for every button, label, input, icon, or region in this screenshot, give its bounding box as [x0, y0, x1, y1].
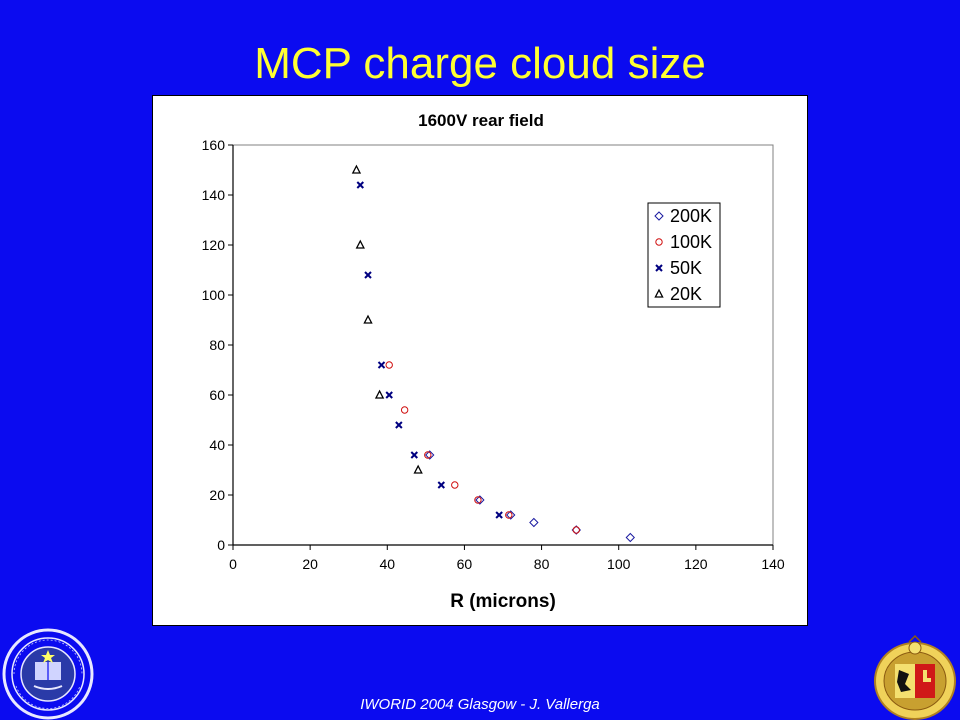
geneva-university-seal-icon	[874, 634, 956, 720]
data-point-50K	[495, 511, 503, 519]
legend-marker-200K	[654, 211, 664, 221]
y-tick-label: 0	[217, 537, 225, 553]
data-point-100K	[474, 496, 482, 504]
legend: 200K 100K 50K 20K	[647, 202, 721, 308]
data-point-100K	[505, 511, 513, 519]
x-tick-label: 80	[534, 556, 550, 572]
uc-berkeley-seal-icon	[2, 628, 94, 720]
legend-marker-100K	[655, 238, 663, 246]
data-point-100K	[400, 406, 409, 414]
y-tick-label: 60	[209, 387, 225, 403]
y-tick-label: 140	[202, 187, 226, 203]
chart-panel: 1600V rear field 0 20 40 60 80 100 120 140 160 0 2…	[152, 95, 808, 626]
y-tick-label: 40	[209, 437, 225, 453]
legend-label-20K: 20K	[670, 284, 702, 304]
data-point-200K	[425, 450, 435, 460]
data-point-200K	[506, 510, 516, 520]
data-point-200K	[625, 532, 635, 543]
scatter-chart: 1600V rear field 0 20 40 60 80 100 120 140 160 0 2…	[202, 111, 785, 612]
data-point-50K	[395, 421, 403, 429]
y-tick-label: 80	[209, 337, 225, 353]
data-point-50K	[437, 481, 445, 489]
x-axis-label: R (microns)	[450, 591, 556, 612]
data-point-20K	[413, 464, 423, 474]
data-point-200K	[529, 517, 539, 528]
x-tick-label: 100	[607, 556, 631, 572]
x-tick-label: 40	[379, 556, 395, 572]
chart-title: 1600V rear field	[418, 111, 544, 130]
x-tick-label: 60	[457, 556, 473, 572]
axes: 0 20 40 60 80 100 120 140 160 0 20 40 60 80 100 120 140	[202, 137, 785, 572]
y-tick-label: 20	[209, 487, 225, 503]
data-point-20K	[363, 314, 373, 324]
y-tick-label: 120	[202, 237, 226, 253]
data-point-50K	[377, 361, 386, 369]
data-point-50K	[356, 181, 364, 189]
x-tick-label: 20	[302, 556, 318, 572]
data-point-20K	[351, 164, 362, 174]
legend-box	[647, 202, 721, 308]
x-tick-label: 0	[229, 556, 237, 572]
data-point-50K	[410, 451, 418, 459]
data-point-200K	[475, 495, 485, 505]
legend-label-200K: 200K	[670, 206, 712, 226]
y-tick-label: 160	[202, 137, 226, 153]
x-tick-label: 140	[761, 556, 785, 572]
data-point-100K	[385, 361, 393, 369]
legend-marker-50K	[655, 264, 663, 272]
legend-marker-20K	[654, 288, 664, 298]
y-tick-label: 100	[202, 287, 226, 303]
slide-title: MCP charge cloud size	[254, 39, 706, 88]
x-tick-label: 120	[684, 556, 708, 572]
data-point-100K	[451, 481, 459, 489]
data-point-50K	[385, 391, 393, 399]
data-points	[351, 164, 635, 543]
data-point-20K	[374, 389, 385, 399]
data-point-50K	[364, 271, 372, 279]
legend-label-100K: 100K	[670, 232, 712, 252]
data-point-100K	[572, 526, 580, 534]
data-point-100K	[424, 451, 432, 459]
footer-text: IWORID 2004 Glasgow - J. Vallerga	[360, 696, 600, 713]
data-point-20K	[355, 239, 365, 249]
legend-label-50K: 50K	[670, 258, 702, 278]
